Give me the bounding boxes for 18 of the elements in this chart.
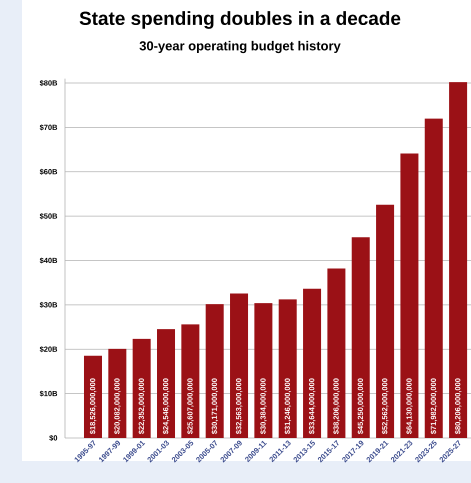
bar — [327, 268, 346, 438]
bar — [206, 304, 224, 438]
bar — [449, 82, 468, 438]
bar — [84, 356, 102, 438]
bar — [132, 338, 151, 438]
chart-subtitle: 30-year operating budget history — [140, 40, 341, 54]
bar — [376, 204, 394, 438]
bar — [181, 324, 200, 438]
bar — [303, 288, 322, 438]
bar — [278, 299, 297, 438]
bar — [352, 237, 370, 438]
chart-title: State spending doubles in a decade — [80, 11, 400, 29]
bar — [108, 348, 126, 438]
bar — [424, 118, 443, 438]
bar — [254, 303, 272, 438]
bar — [157, 329, 176, 438]
bar — [400, 153, 418, 438]
bar — [230, 294, 248, 438]
